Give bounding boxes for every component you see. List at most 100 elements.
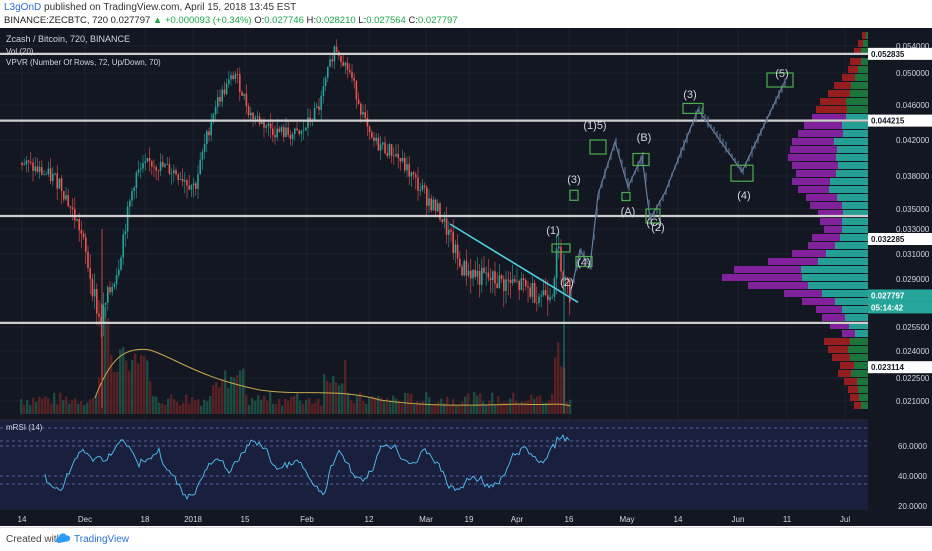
candle-body (404, 157, 406, 171)
author-link[interactable]: L3gOnD (4, 2, 42, 13)
volume-indicator-label[interactable]: Vol (20) (6, 47, 34, 56)
candle-body (351, 72, 353, 79)
volume-bar (374, 397, 377, 414)
wave-label: (C) (646, 217, 661, 229)
vpvr-up-bar (837, 146, 868, 153)
vpvr-up-bar (851, 370, 868, 377)
candle-body (201, 151, 204, 160)
volume-bar (401, 404, 404, 414)
candle-body (437, 203, 439, 212)
candle-body (153, 166, 155, 168)
volume-bar (74, 398, 77, 414)
high-value: 0.028210 (316, 15, 356, 26)
volume-bar (302, 403, 305, 414)
target-box (551, 243, 571, 253)
candle-body (485, 272, 487, 274)
candle-body (102, 304, 105, 324)
candle-body (533, 282, 536, 303)
candle-body (386, 153, 388, 156)
ghost-bar (650, 213, 652, 225)
candle-body (298, 130, 300, 134)
vpvr-up-bar (818, 258, 868, 265)
elliott-wave-forecast[interactable]: (1)(2)(3)(4)(1)5)(A)(B)(C)(2)(3)(4)(5) (546, 68, 794, 298)
x-tick-label: 11 (783, 515, 792, 524)
vpvr-indicator-label[interactable]: VPVR (Number Of Rows, 72, Up/Down, 70) (6, 58, 161, 67)
vpvr-up-bar (802, 274, 868, 281)
candle-body (85, 237, 87, 252)
ghost-bar (621, 159, 623, 164)
ghost-bar (689, 128, 691, 134)
candle-body (390, 144, 393, 156)
chart-area[interactable]: (1) (2) (3) (4) (1)5) (A) (B) (C) (2) (3) (4) (5) 0… (0, 28, 932, 526)
vpvr-up-bar (843, 210, 868, 217)
candle-body (388, 144, 391, 156)
candle-body (267, 123, 270, 126)
candle-body (120, 257, 122, 270)
candle-body (516, 280, 518, 282)
candle-body (349, 70, 351, 73)
vpvr-up-bar (850, 90, 868, 97)
candle-body (272, 128, 274, 136)
publish-line: L3gOnD published on TradingView.com, Apr… (4, 2, 296, 13)
candlesticks (21, 39, 571, 413)
volume-bar (62, 400, 65, 414)
candle-body (520, 278, 523, 291)
volume-bar (212, 385, 215, 414)
volume-bar (77, 403, 80, 414)
ghost-bar (613, 144, 615, 151)
vpvr-down-bar (812, 114, 846, 121)
volume-bar (188, 403, 191, 414)
candle-body (129, 200, 131, 207)
candle-body (230, 75, 232, 80)
candle-body (549, 297, 551, 301)
volume-bar (59, 392, 62, 414)
candle-body (206, 131, 208, 145)
candle-body (430, 198, 432, 211)
vpvr-up-bar (854, 362, 868, 369)
ghost-bar (760, 128, 762, 136)
volume-bar (239, 370, 242, 414)
volume-bar (203, 399, 206, 414)
candle-body (60, 178, 63, 192)
horizontal-levels[interactable] (0, 52, 868, 324)
candle-body (91, 278, 94, 297)
volume-bar (494, 403, 497, 414)
candle-body (23, 164, 25, 166)
candle-body (542, 290, 545, 296)
volume-bar (107, 318, 110, 414)
candle-body (256, 116, 259, 118)
vpvr-down-bar (768, 258, 818, 265)
ghost-bar (763, 122, 765, 129)
ghost-bar (631, 176, 633, 183)
volume-bar (146, 360, 149, 414)
candle-body (41, 167, 43, 175)
rsi-indicator-label[interactable]: mRSI (14) (6, 423, 43, 432)
candle-body (122, 234, 124, 258)
candle-body (47, 168, 50, 175)
candle-body (223, 89, 226, 95)
candle-body (142, 162, 144, 169)
candle-body (371, 132, 373, 138)
candle-body (135, 172, 138, 188)
close-label: C: (408, 15, 418, 26)
candle-body (124, 231, 127, 235)
volume-bar (44, 396, 47, 414)
candle-body (487, 272, 490, 278)
candle-body (470, 270, 472, 279)
candle-body (34, 166, 36, 171)
volume-bar (152, 396, 155, 414)
price-label-text: 0.052835 (871, 50, 905, 59)
ghost-bar (734, 157, 736, 163)
price-chart-svg[interactable]: (1)(2)(3)(4)(1)5)(A)(B)(C)(2)(3)(4)(5) 0… (0, 28, 932, 526)
candle-body (362, 111, 364, 115)
candle-body (96, 289, 98, 314)
volume-bar (533, 398, 536, 414)
candle-body (514, 279, 516, 282)
x-tick-label: Jul (840, 515, 850, 524)
tradingview-brand-link[interactable]: TradingView (74, 534, 130, 545)
candle-body (280, 127, 283, 132)
rsi-line (44, 434, 570, 501)
volume-bar (290, 396, 293, 414)
volume-bar (506, 402, 509, 414)
ghost-bar (710, 124, 712, 129)
